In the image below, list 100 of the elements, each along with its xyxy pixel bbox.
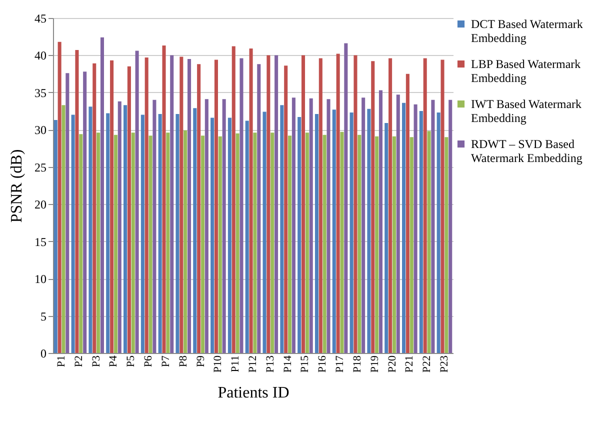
bar — [448, 100, 452, 353]
bar — [158, 114, 162, 353]
bar — [75, 50, 79, 353]
bar — [332, 110, 336, 353]
y-tick-label: 25 — [34, 160, 46, 174]
bar — [79, 134, 83, 353]
bar — [100, 37, 104, 353]
bar — [200, 136, 205, 353]
bar — [148, 136, 152, 353]
y-tick-label: 5 — [40, 309, 46, 324]
bar — [388, 58, 392, 353]
x-tick-label: P21 — [404, 356, 416, 373]
bar — [440, 60, 444, 353]
bar — [232, 46, 236, 353]
bar — [305, 132, 309, 353]
x-tick-label: P1 — [56, 356, 68, 368]
bar — [378, 90, 383, 353]
x-tick-label: P6 — [142, 355, 155, 368]
bar — [280, 105, 284, 353]
bar — [152, 100, 156, 353]
bar — [188, 58, 192, 353]
x-tick-label: P10 — [212, 355, 224, 373]
bar — [284, 66, 288, 353]
x-tick-label: P2 — [72, 356, 85, 368]
bar — [396, 94, 400, 353]
bar — [180, 56, 184, 353]
bar — [423, 58, 427, 353]
bar — [58, 42, 62, 353]
x-tick-label: P7 — [160, 355, 172, 368]
bar — [371, 61, 375, 353]
x-axis-title: Patients ID — [218, 384, 290, 402]
bar — [309, 98, 313, 353]
bar — [444, 137, 448, 353]
x-tick-label: P4 — [108, 355, 120, 368]
x-tick-label: P13 — [264, 355, 276, 373]
bar — [131, 132, 135, 353]
bar — [362, 98, 366, 353]
x-tick-label: P17 — [334, 355, 346, 373]
y-tick-label: 10 — [34, 272, 46, 286]
bar — [228, 118, 232, 353]
bar — [54, 120, 58, 353]
bar — [326, 99, 330, 353]
bar — [410, 137, 414, 353]
bar — [170, 55, 174, 353]
x-tick-label: P11 — [230, 356, 242, 372]
x-tick-label: P12 — [247, 356, 259, 373]
bar — [118, 101, 122, 353]
bar — [110, 60, 114, 353]
bar — [436, 112, 440, 353]
bar — [266, 55, 270, 353]
bar — [392, 136, 396, 353]
x-tick-label: P23 — [438, 355, 450, 373]
bar — [322, 134, 326, 353]
legend-label: IWT Based Watermark Embedding — [471, 97, 582, 125]
bar — [66, 73, 70, 353]
x-tick-label: P5 — [125, 355, 138, 368]
bar — [406, 74, 410, 353]
bar — [236, 133, 240, 353]
bar — [62, 105, 66, 353]
bar — [184, 130, 188, 353]
bar — [340, 132, 344, 353]
bar — [344, 43, 348, 353]
bar — [274, 55, 278, 353]
x-tick-label: P20 — [386, 355, 398, 373]
bar — [92, 63, 96, 353]
bar — [218, 136, 222, 353]
bar — [71, 114, 75, 353]
bar — [375, 136, 379, 353]
bar — [204, 99, 208, 353]
bar — [135, 50, 139, 353]
legend-label: RDWT – SVD Based Watermark Embedding — [471, 137, 582, 165]
y-tick-label: 40 — [34, 48, 46, 63]
bar — [301, 55, 306, 353]
bar — [367, 108, 371, 353]
bar — [245, 120, 249, 353]
bar — [431, 100, 435, 353]
bar — [318, 58, 322, 353]
y-tick-label: 35 — [34, 86, 46, 100]
bar — [96, 132, 100, 353]
x-tick-label: P8 — [177, 355, 190, 368]
bar — [83, 72, 87, 353]
y-tick-label: 45 — [34, 12, 46, 26]
bar — [427, 131, 431, 353]
bar — [354, 55, 358, 353]
x-tick-label: P9 — [194, 355, 207, 368]
bar — [253, 132, 257, 353]
bar — [106, 113, 110, 353]
bar — [298, 117, 302, 353]
bar — [197, 64, 201, 353]
bar — [114, 134, 118, 353]
bar — [314, 114, 318, 353]
y-tick-label: 30 — [34, 123, 46, 138]
bar — [257, 64, 261, 353]
x-tick-label: P18 — [351, 355, 364, 373]
bar — [262, 112, 266, 353]
bar — [193, 108, 197, 353]
bar — [240, 58, 244, 353]
bar — [270, 132, 274, 353]
y-tick-label: 15 — [34, 234, 46, 249]
bar — [384, 122, 388, 353]
